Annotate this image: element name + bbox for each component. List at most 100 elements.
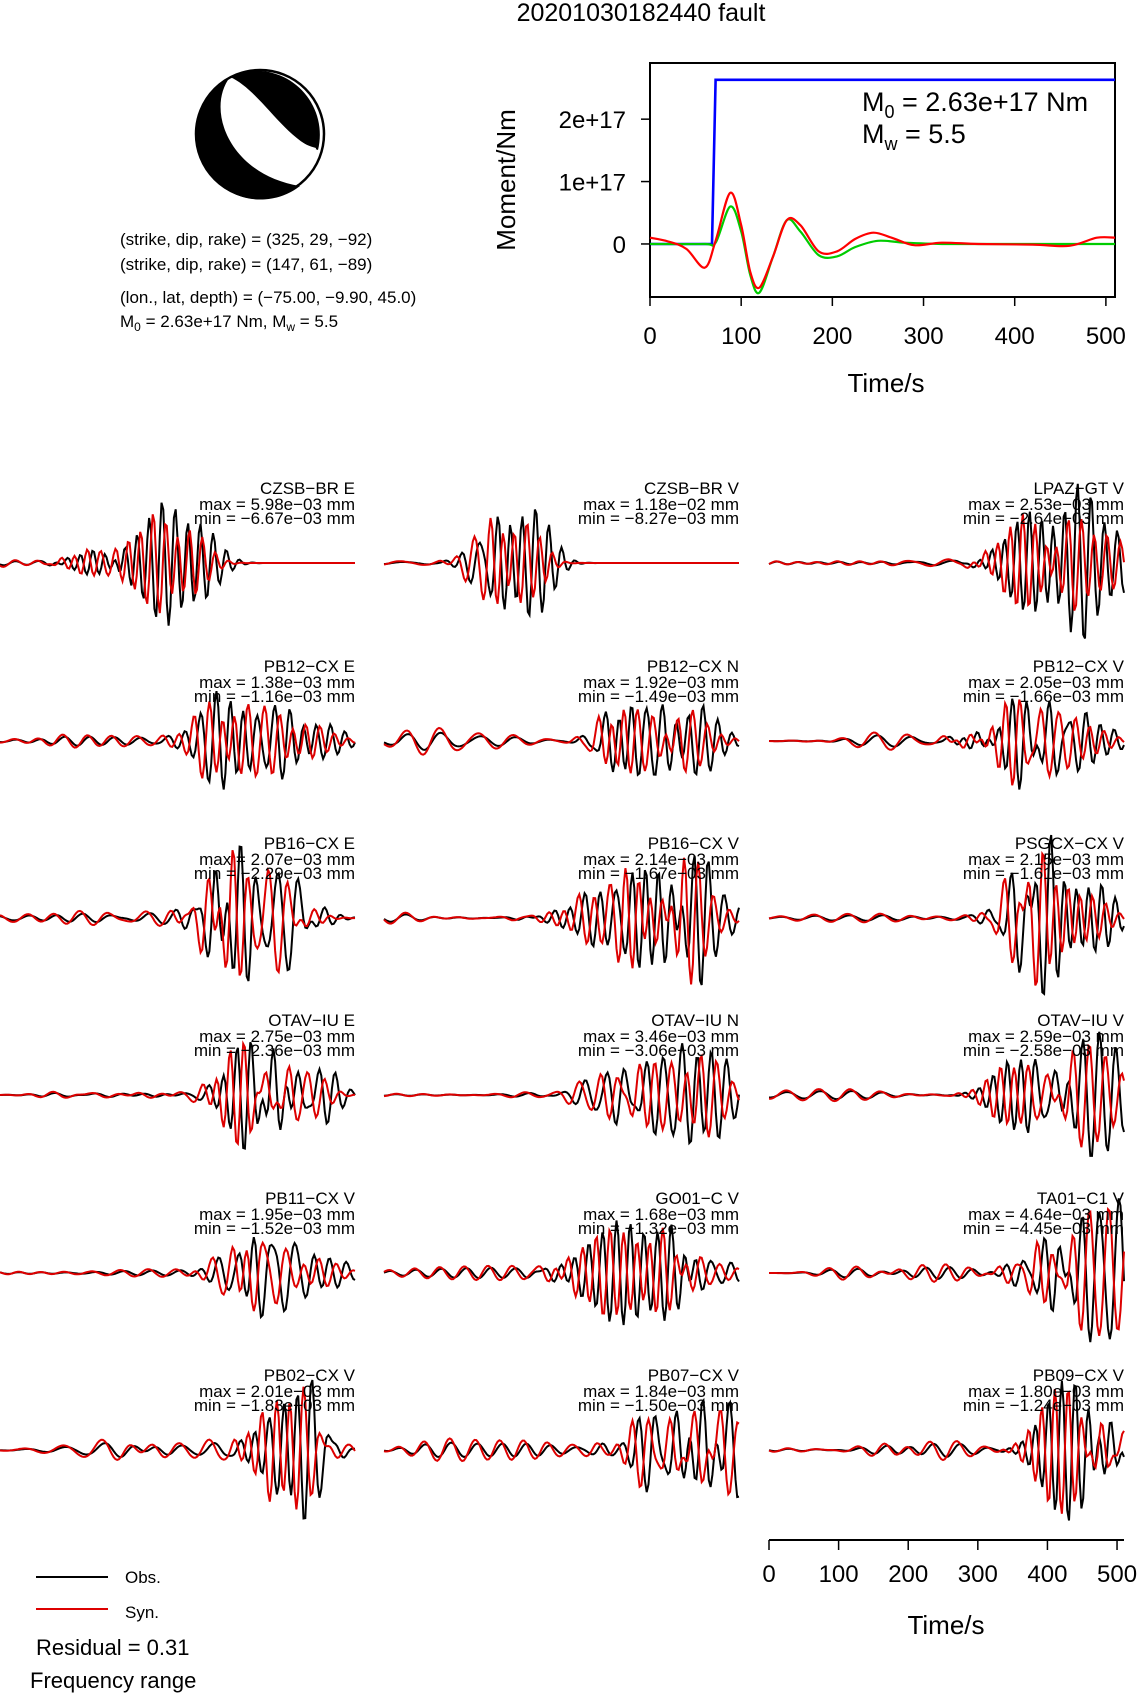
synthetic-waveform — [768, 699, 1125, 786]
moment-x-tick-label: 0 — [643, 323, 656, 350]
station-label: TA01−C1 V — [1037, 1189, 1125, 1208]
station-label: PB11−CX V — [265, 1189, 356, 1208]
station-min: min = −2.64e−03 mm — [963, 509, 1124, 528]
synthetic-waveform — [768, 1043, 1125, 1148]
station-min: min = −3.06e−03 mm — [578, 1041, 739, 1060]
moment-x-tick-label: 100 — [721, 323, 761, 350]
observed-waveform — [769, 1198, 1125, 1343]
station-label: OTAV−IU E — [268, 1011, 355, 1030]
station-min: min = −1.24e−03 mm — [963, 1396, 1124, 1415]
waveform-x-tick-label: 100 — [819, 1561, 859, 1588]
beachball-compression-quadrant — [195, 77, 300, 200]
focal-mechanism-beachball — [194, 68, 326, 200]
synthetic-waveform — [383, 517, 739, 605]
waveform-x-tick-label: 300 — [958, 1561, 998, 1588]
waveform-x-tick-label: 500 — [1097, 1561, 1137, 1588]
legend-obs-label: Obs. — [125, 1568, 161, 1587]
synthetic-waveform — [768, 1388, 1125, 1514]
synthetic-waveform — [383, 1053, 740, 1138]
synthetic-waveform — [0, 1386, 356, 1510]
observed-waveform — [383, 1397, 740, 1499]
station-max: max = 1.68e−03 mm — [583, 1205, 739, 1224]
synthetic-waveform — [383, 1409, 740, 1497]
station-min: min = −4.45e−03 mm — [963, 1219, 1124, 1238]
moment-x-tick-label: 300 — [904, 323, 944, 350]
moment-series-green — [649, 205, 1115, 295]
station-max: max = 5.98e−03 mm — [199, 495, 355, 514]
legend: Obs. Syn. — [36, 1568, 161, 1622]
station-label: PB12−CX V — [1033, 657, 1125, 676]
station-label: LPAZ−GT V — [1033, 479, 1124, 498]
station-min: min = −8.27e−03 mm — [578, 509, 739, 528]
station-max: max = 2.01e−03 mm — [199, 1382, 355, 1401]
waveform-x-axis-label: Time/s — [907, 1610, 984, 1640]
station-min: min = −1.66e−03 mm — [963, 687, 1124, 706]
station-max: max = 1.95e−03 mm — [199, 1205, 355, 1224]
station-label: OTAV−IU V — [1037, 1011, 1124, 1030]
station-label: CZSB−BR V — [644, 479, 740, 498]
station-label: PB16−CX E — [264, 834, 355, 853]
moment-y-axis-label: Moment/Nm — [491, 109, 521, 251]
synthetic-waveform — [383, 1226, 740, 1315]
station-label: PB16−CX V — [648, 834, 740, 853]
synthetic-waveform — [768, 513, 1125, 611]
synthetic-waveform — [0, 701, 356, 780]
station-label: PB02−CX V — [264, 1366, 356, 1385]
station-max: max = 2.59e−03 mm — [968, 1027, 1124, 1046]
synthetic-waveform — [0, 1040, 356, 1147]
station-min: min = −2.36e−03 mm — [194, 1041, 355, 1060]
observed-waveform — [0, 690, 356, 790]
station-label: PSGCX−CX V — [1015, 834, 1125, 853]
beachball-compression-quadrant-2 — [230, 70, 320, 150]
station-label: PB12−CX E — [264, 657, 355, 676]
synthetic-waveform — [0, 514, 355, 614]
station-max: max = 2.05e−03 mm — [968, 673, 1124, 692]
station-max: max = 1.84e−03 mm — [583, 1382, 739, 1401]
waveform-x-tick-label: 400 — [1027, 1561, 1067, 1588]
station-label: PB09−CX V — [1033, 1366, 1125, 1385]
station-max: max = 2.75e−03 mm — [199, 1027, 355, 1046]
waveform-x-tick-label: 200 — [888, 1561, 928, 1588]
moment-m0-annotation: M0 = 2.63e+17 Nm — [862, 87, 1088, 122]
moment-x-axis-label: Time/s — [847, 368, 924, 398]
station-min: min = −1.61e−03 mm — [963, 864, 1124, 883]
moment-mw-annotation: Mw = 5.5 — [862, 119, 966, 154]
station-min: min = −2.29e−03 mm — [194, 864, 355, 883]
observed-waveform — [0, 1379, 355, 1520]
hypocenter-location: (lon., lat, depth) = (−75.00, −9.90, 45.… — [120, 288, 416, 307]
synthetic-waveform — [383, 709, 740, 775]
residual-value: Residual = 0.31 — [36, 1635, 190, 1660]
moment-y-tick-label: 0 — [613, 232, 626, 259]
nodal-plane-1: (strike, dip, rake) = (325, 29, −92) — [120, 230, 372, 249]
station-max: max = 2.07e−03 mm — [199, 850, 355, 869]
moment-summary: M0 = 2.63e+17 Nm, Mw = 5.5 — [120, 312, 338, 334]
station-min: min = −1.49e−03 mm — [578, 687, 739, 706]
station-min: min = −1.16e−03 mm — [194, 687, 355, 706]
moment-plot-frame — [649, 62, 1116, 298]
synthetic-waveform — [0, 849, 355, 976]
synthetic-waveform — [768, 850, 1125, 986]
figure-title: 20201030182440 fault — [517, 0, 766, 27]
station-label: GO01−C V — [655, 1189, 739, 1208]
moment-x-tick-label: 200 — [812, 323, 852, 350]
observed-waveform — [0, 1236, 356, 1320]
frequency-range-label: Frequency range — [30, 1668, 196, 1693]
beachball-dilatation-region — [225, 79, 316, 184]
station-max: max = 1.80e−03 mm — [968, 1382, 1124, 1401]
